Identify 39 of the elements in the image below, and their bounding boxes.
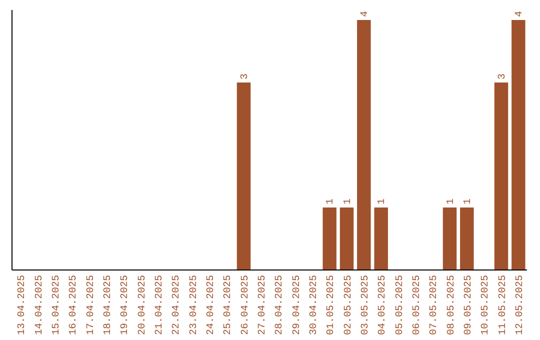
x-tick-label: 19.04.2025 <box>120 275 132 336</box>
x-tick-label: 14.04.2025 <box>34 275 46 336</box>
x-tick-label: 26.04.2025 <box>240 275 252 336</box>
x-tick-label: 18.04.2025 <box>102 275 114 336</box>
data-label: 1 <box>342 198 354 204</box>
x-tick-label: 05.05.2025 <box>394 275 406 336</box>
x-tick-label: 27.04.2025 <box>257 275 268 336</box>
data-label: 1 <box>326 198 337 204</box>
x-tick-label: 30.04.2025 <box>308 275 320 336</box>
x-tick-label: 22.04.2025 <box>172 275 183 336</box>
x-tick-label: 09.05.2025 <box>463 275 474 336</box>
x-tick-label: 24.04.2025 <box>206 275 217 336</box>
data-label: 4 <box>360 10 371 17</box>
data-label: 4 <box>514 10 526 17</box>
x-tick-label: 01.05.2025 <box>326 275 338 336</box>
data-label: 1 <box>377 198 388 204</box>
x-tick-label: 23.04.2025 <box>188 275 200 336</box>
x-tick-label: 25.04.2025 <box>223 275 234 336</box>
x-tick-label: 10.05.2025 <box>480 275 492 336</box>
x-tick-label: 15.04.2025 <box>51 275 62 336</box>
data-label: 3 <box>497 73 508 80</box>
x-tick-label: 06.05.2025 <box>412 275 423 336</box>
x-tick-label: 04.05.2025 <box>378 275 389 336</box>
x-tick-label: 12.05.2025 <box>514 275 526 336</box>
x-tick-label: 16.04.2025 <box>68 275 80 336</box>
x-tick-label: 29.04.2025 <box>292 275 303 336</box>
data-label: 1 <box>462 198 474 204</box>
x-tick-label: 13.04.2025 <box>17 275 28 336</box>
x-tick-label: 07.05.2025 <box>429 275 440 336</box>
x-tick-label: 11.05.2025 <box>498 275 509 336</box>
x-tick-label: 03.05.2025 <box>360 275 372 336</box>
x-tick-label: 17.04.2025 <box>86 275 97 336</box>
data-label: 3 <box>240 73 251 80</box>
data-label: 1 <box>446 198 457 204</box>
x-tick-label: 28.04.2025 <box>274 275 286 336</box>
x-tick-label: 21.04.2025 <box>154 275 166 336</box>
x-tick-label: 08.05.2025 <box>446 275 458 336</box>
x-tick-label: 20.04.2025 <box>137 275 148 336</box>
x-tick-label: 02.05.2025 <box>343 275 354 336</box>
